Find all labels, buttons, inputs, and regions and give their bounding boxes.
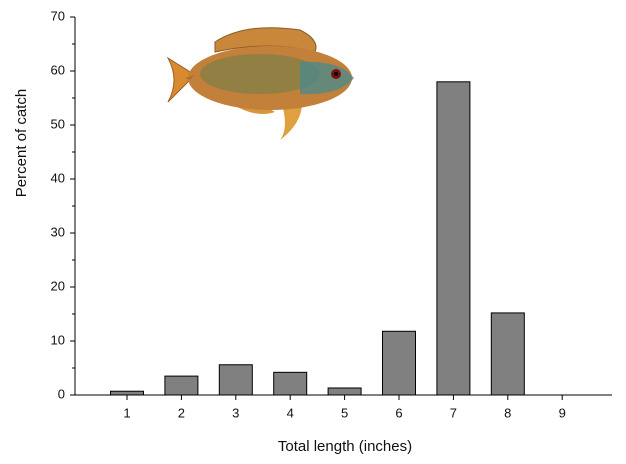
bar bbox=[273, 371, 308, 396]
bar bbox=[382, 330, 416, 396]
y-tick-label: 70 bbox=[51, 8, 65, 23]
bar bbox=[327, 387, 362, 396]
fish-illustration bbox=[166, 27, 354, 140]
x-tick-label: 6 bbox=[395, 405, 402, 420]
x-tick-label: 3 bbox=[232, 405, 239, 420]
x-tick-label: 4 bbox=[287, 405, 294, 420]
x-tick-label: 1 bbox=[123, 405, 130, 420]
x-tick-label: 8 bbox=[504, 405, 511, 420]
y-tick-label: 0 bbox=[58, 386, 65, 401]
y-tick-label: 60 bbox=[51, 62, 65, 77]
y-tick-label: 30 bbox=[51, 224, 65, 239]
y-axis-title: Percent of catch bbox=[13, 89, 30, 197]
bar bbox=[164, 375, 199, 396]
y-tick-label: 20 bbox=[51, 278, 65, 293]
x-tick-label: 2 bbox=[178, 405, 185, 420]
bar bbox=[490, 312, 525, 396]
x-tick-label: 9 bbox=[559, 405, 566, 420]
bar bbox=[436, 81, 471, 396]
bar bbox=[110, 390, 144, 396]
bar bbox=[218, 364, 253, 396]
y-tick-label: 10 bbox=[51, 332, 65, 347]
y-tick-label: 50 bbox=[51, 116, 65, 131]
x-tick-label: 7 bbox=[450, 405, 457, 420]
y-tick-label: 40 bbox=[51, 170, 65, 185]
x-axis-title: Total length (inches) bbox=[278, 438, 412, 455]
x-tick-label: 5 bbox=[341, 405, 348, 420]
